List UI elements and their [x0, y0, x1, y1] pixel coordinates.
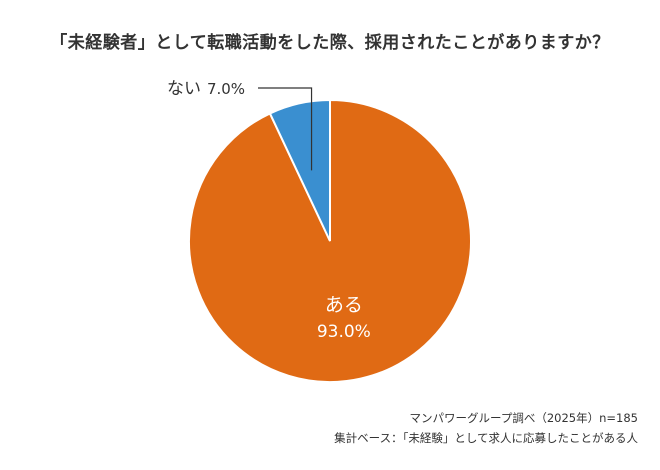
- slice-label-2-value: 7.0%: [207, 80, 245, 98]
- slice-label-1-value: 93.0%: [317, 322, 371, 342]
- population-note: 集計ベース：「未経験」として求人に応募したことがある人: [334, 431, 638, 445]
- callout-leader-line: [258, 87, 313, 171]
- slice-label-1-category: ある: [325, 294, 363, 316]
- slice-label-2-category: ない: [167, 79, 201, 99]
- chart-title: 「未経験者」として転職活動をした際、採用されたことがありますか？: [50, 33, 610, 53]
- pie-slice-2: [268, 98, 331, 242]
- source-note: マンパワーグループ調べ（2025年）n=185: [409, 411, 638, 425]
